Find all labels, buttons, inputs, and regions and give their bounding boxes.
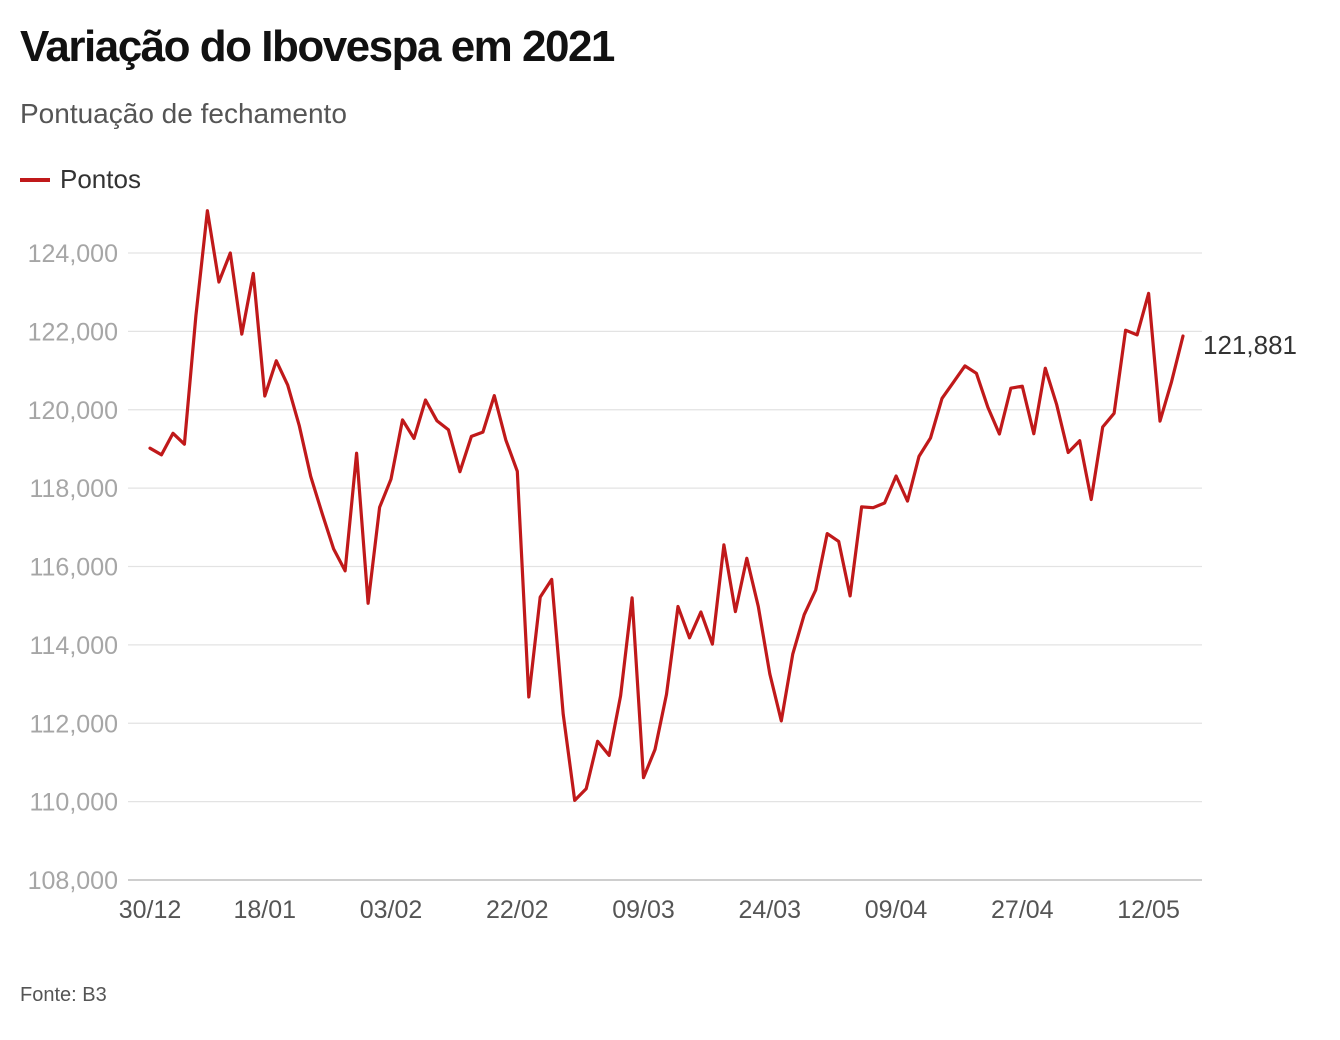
x-tick-label: 27/04 <box>991 896 1054 924</box>
legend-swatch <box>20 177 50 182</box>
series-layer <box>148 209 1185 803</box>
series-line-pontos <box>148 209 1185 803</box>
x-tick-label: 30/12 <box>119 896 182 924</box>
end-value-label: 121,881 <box>1203 330 1297 360</box>
x-tick-label: 24/03 <box>739 896 802 924</box>
x-axis-labels: 30/12 18/01 03/02 22/02 09/03 24/03 09/04 27/04… <box>119 896 1180 924</box>
x-tick-label: 03/02 <box>360 896 423 924</box>
x-tick-label: 12/05 <box>1117 896 1180 924</box>
x-tick-label: 09/04 <box>865 896 928 924</box>
annotation-layer: 121,881 <box>1203 330 1297 360</box>
chart-legend: Pontos <box>20 164 141 195</box>
y-tick-label: 124,000 <box>28 240 118 268</box>
grid-layer <box>128 252 1202 881</box>
chart-title: Variação do Ibovespa em 2021 <box>20 22 615 71</box>
y-tick-label: 114,000 <box>29 632 118 660</box>
y-tick-label: 108,000 <box>28 867 118 895</box>
y-tick-label: 112,000 <box>29 710 118 738</box>
x-tick-label: 09/03 <box>612 896 675 924</box>
y-tick-label: 110,000 <box>29 789 118 817</box>
chart-subtitle: Pontuação de fechamento <box>20 98 347 129</box>
y-tick-label: 118,000 <box>29 475 118 503</box>
y-tick-label: 120,000 <box>28 397 118 425</box>
legend-label: Pontos <box>60 164 141 194</box>
y-axis-labels: 108,000 110,000 112,000 114,000 116,000 118,0… <box>28 240 118 895</box>
y-tick-label: 116,000 <box>29 554 118 582</box>
y-tick-label: 122,000 <box>28 318 118 346</box>
x-tick-label: 18/01 <box>233 896 296 924</box>
source-note: Fonte: B3 <box>20 984 107 1006</box>
x-tick-label: 22/02 <box>486 896 549 924</box>
